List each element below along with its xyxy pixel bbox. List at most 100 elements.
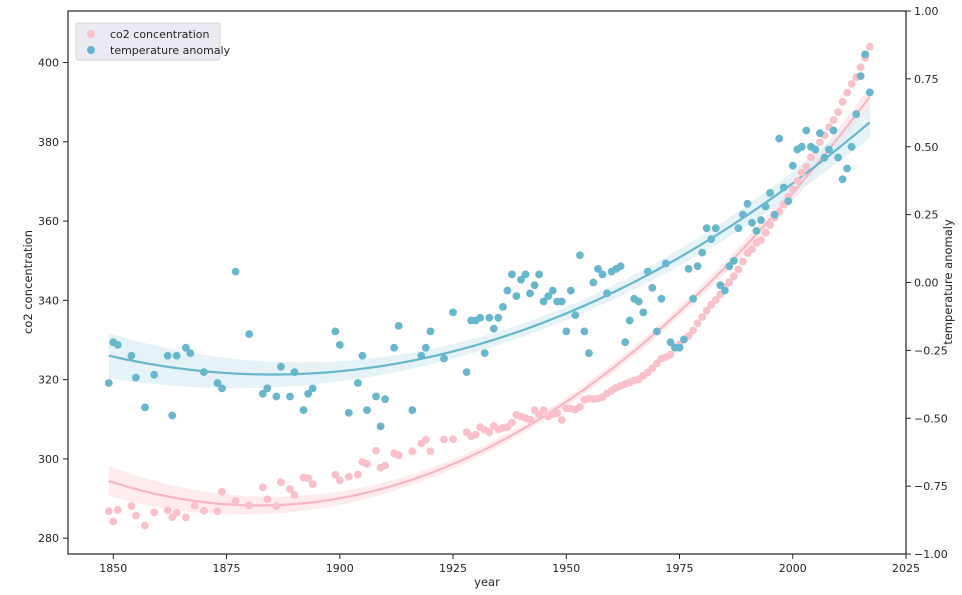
data-point	[426, 327, 435, 336]
data-point	[277, 478, 285, 487]
data-point	[390, 343, 398, 352]
data-point	[363, 460, 371, 468]
data-point	[394, 451, 403, 460]
data-point	[730, 256, 738, 265]
y2-tick-label: 0.50	[914, 141, 939, 154]
data-point	[702, 306, 711, 315]
legend-box	[75, 22, 221, 61]
legend: co2 concentration temperature anomaly	[75, 22, 231, 61]
y-left-axis-ticks: 280 300 320 340 360 380 400	[38, 57, 68, 545]
data-point	[277, 362, 285, 371]
y-left-axis-label: co2 concentration	[21, 230, 35, 334]
data-point	[331, 327, 340, 336]
data-point	[816, 138, 824, 147]
data-point	[512, 292, 521, 300]
data-point	[539, 406, 548, 414]
data-point	[598, 270, 607, 279]
data-point	[639, 308, 648, 317]
data-point	[698, 248, 707, 257]
data-point	[521, 270, 530, 279]
legend-marker-temperature	[87, 46, 95, 54]
data-point	[544, 292, 553, 300]
data-point	[838, 175, 847, 184]
data-point	[797, 168, 806, 177]
data-point	[344, 472, 353, 481]
data-point	[499, 303, 507, 311]
data-point	[480, 349, 489, 357]
data-point	[761, 228, 770, 237]
data-point	[141, 403, 149, 412]
data-point	[711, 224, 720, 233]
data-point	[757, 236, 765, 245]
data-point	[707, 235, 716, 244]
data-point	[417, 351, 426, 360]
data-point	[566, 286, 575, 295]
data-point	[757, 216, 765, 225]
y-tick-label: 400	[38, 57, 59, 70]
data-point	[381, 395, 389, 404]
data-point	[802, 126, 811, 135]
data-point	[408, 447, 417, 456]
plot-frame	[67, 10, 907, 555]
data-point	[408, 406, 417, 414]
data-point	[200, 506, 208, 515]
data-point	[440, 354, 448, 363]
data-point	[616, 262, 625, 271]
data-point	[150, 508, 159, 517]
data-point	[113, 341, 122, 349]
data-point	[508, 270, 516, 279]
data-point	[793, 177, 802, 185]
data-point	[421, 436, 430, 444]
data-point	[363, 406, 371, 414]
data-point	[730, 272, 738, 281]
x-tick-label: 1875	[213, 562, 241, 575]
data-point	[272, 392, 281, 401]
data-point	[503, 286, 512, 295]
data-point	[132, 511, 140, 520]
data-point	[684, 265, 693, 273]
data-point	[553, 409, 562, 418]
data-point	[535, 270, 543, 279]
data-point	[847, 80, 856, 88]
data-point	[865, 42, 874, 51]
data-point	[748, 245, 756, 254]
data-point	[856, 72, 865, 81]
data-point	[258, 483, 267, 492]
data-point	[856, 63, 865, 72]
data-point	[109, 517, 118, 526]
data-point	[494, 313, 503, 322]
data-point	[680, 335, 688, 344]
data-point	[693, 262, 702, 271]
data-point	[725, 278, 734, 286]
data-point	[104, 507, 113, 516]
data-point	[653, 327, 661, 336]
data-point	[739, 210, 747, 219]
data-point	[190, 501, 199, 510]
data-point	[766, 221, 774, 229]
data-point	[354, 379, 362, 387]
data-point	[231, 267, 240, 276]
x-tick-label: 1975	[666, 562, 694, 575]
y-tick-label: 360	[38, 215, 59, 228]
data-point	[548, 286, 557, 295]
legend-label-co2: co2 concentration	[110, 28, 209, 41]
data-point	[335, 476, 344, 485]
y2-tick-label: 1.00	[914, 5, 939, 18]
data-point	[784, 197, 793, 206]
data-point	[426, 447, 435, 456]
data-point	[172, 351, 181, 360]
data-point	[231, 497, 240, 505]
y-tick-label: 340	[38, 294, 59, 307]
data-point	[865, 88, 874, 97]
x-axis-ticks: 1850 1875 1900 1925 1950 1975 2000 2025	[99, 554, 920, 575]
data-point	[272, 502, 281, 510]
y2-tick-label: 0.25	[914, 209, 939, 222]
data-point	[462, 368, 471, 376]
data-point	[163, 506, 172, 515]
x-tick-label: 1950	[552, 562, 580, 575]
x-tick-label: 2000	[779, 562, 807, 575]
data-point	[508, 418, 516, 427]
data-point	[820, 153, 829, 162]
data-point	[861, 50, 870, 59]
data-point	[770, 210, 779, 219]
